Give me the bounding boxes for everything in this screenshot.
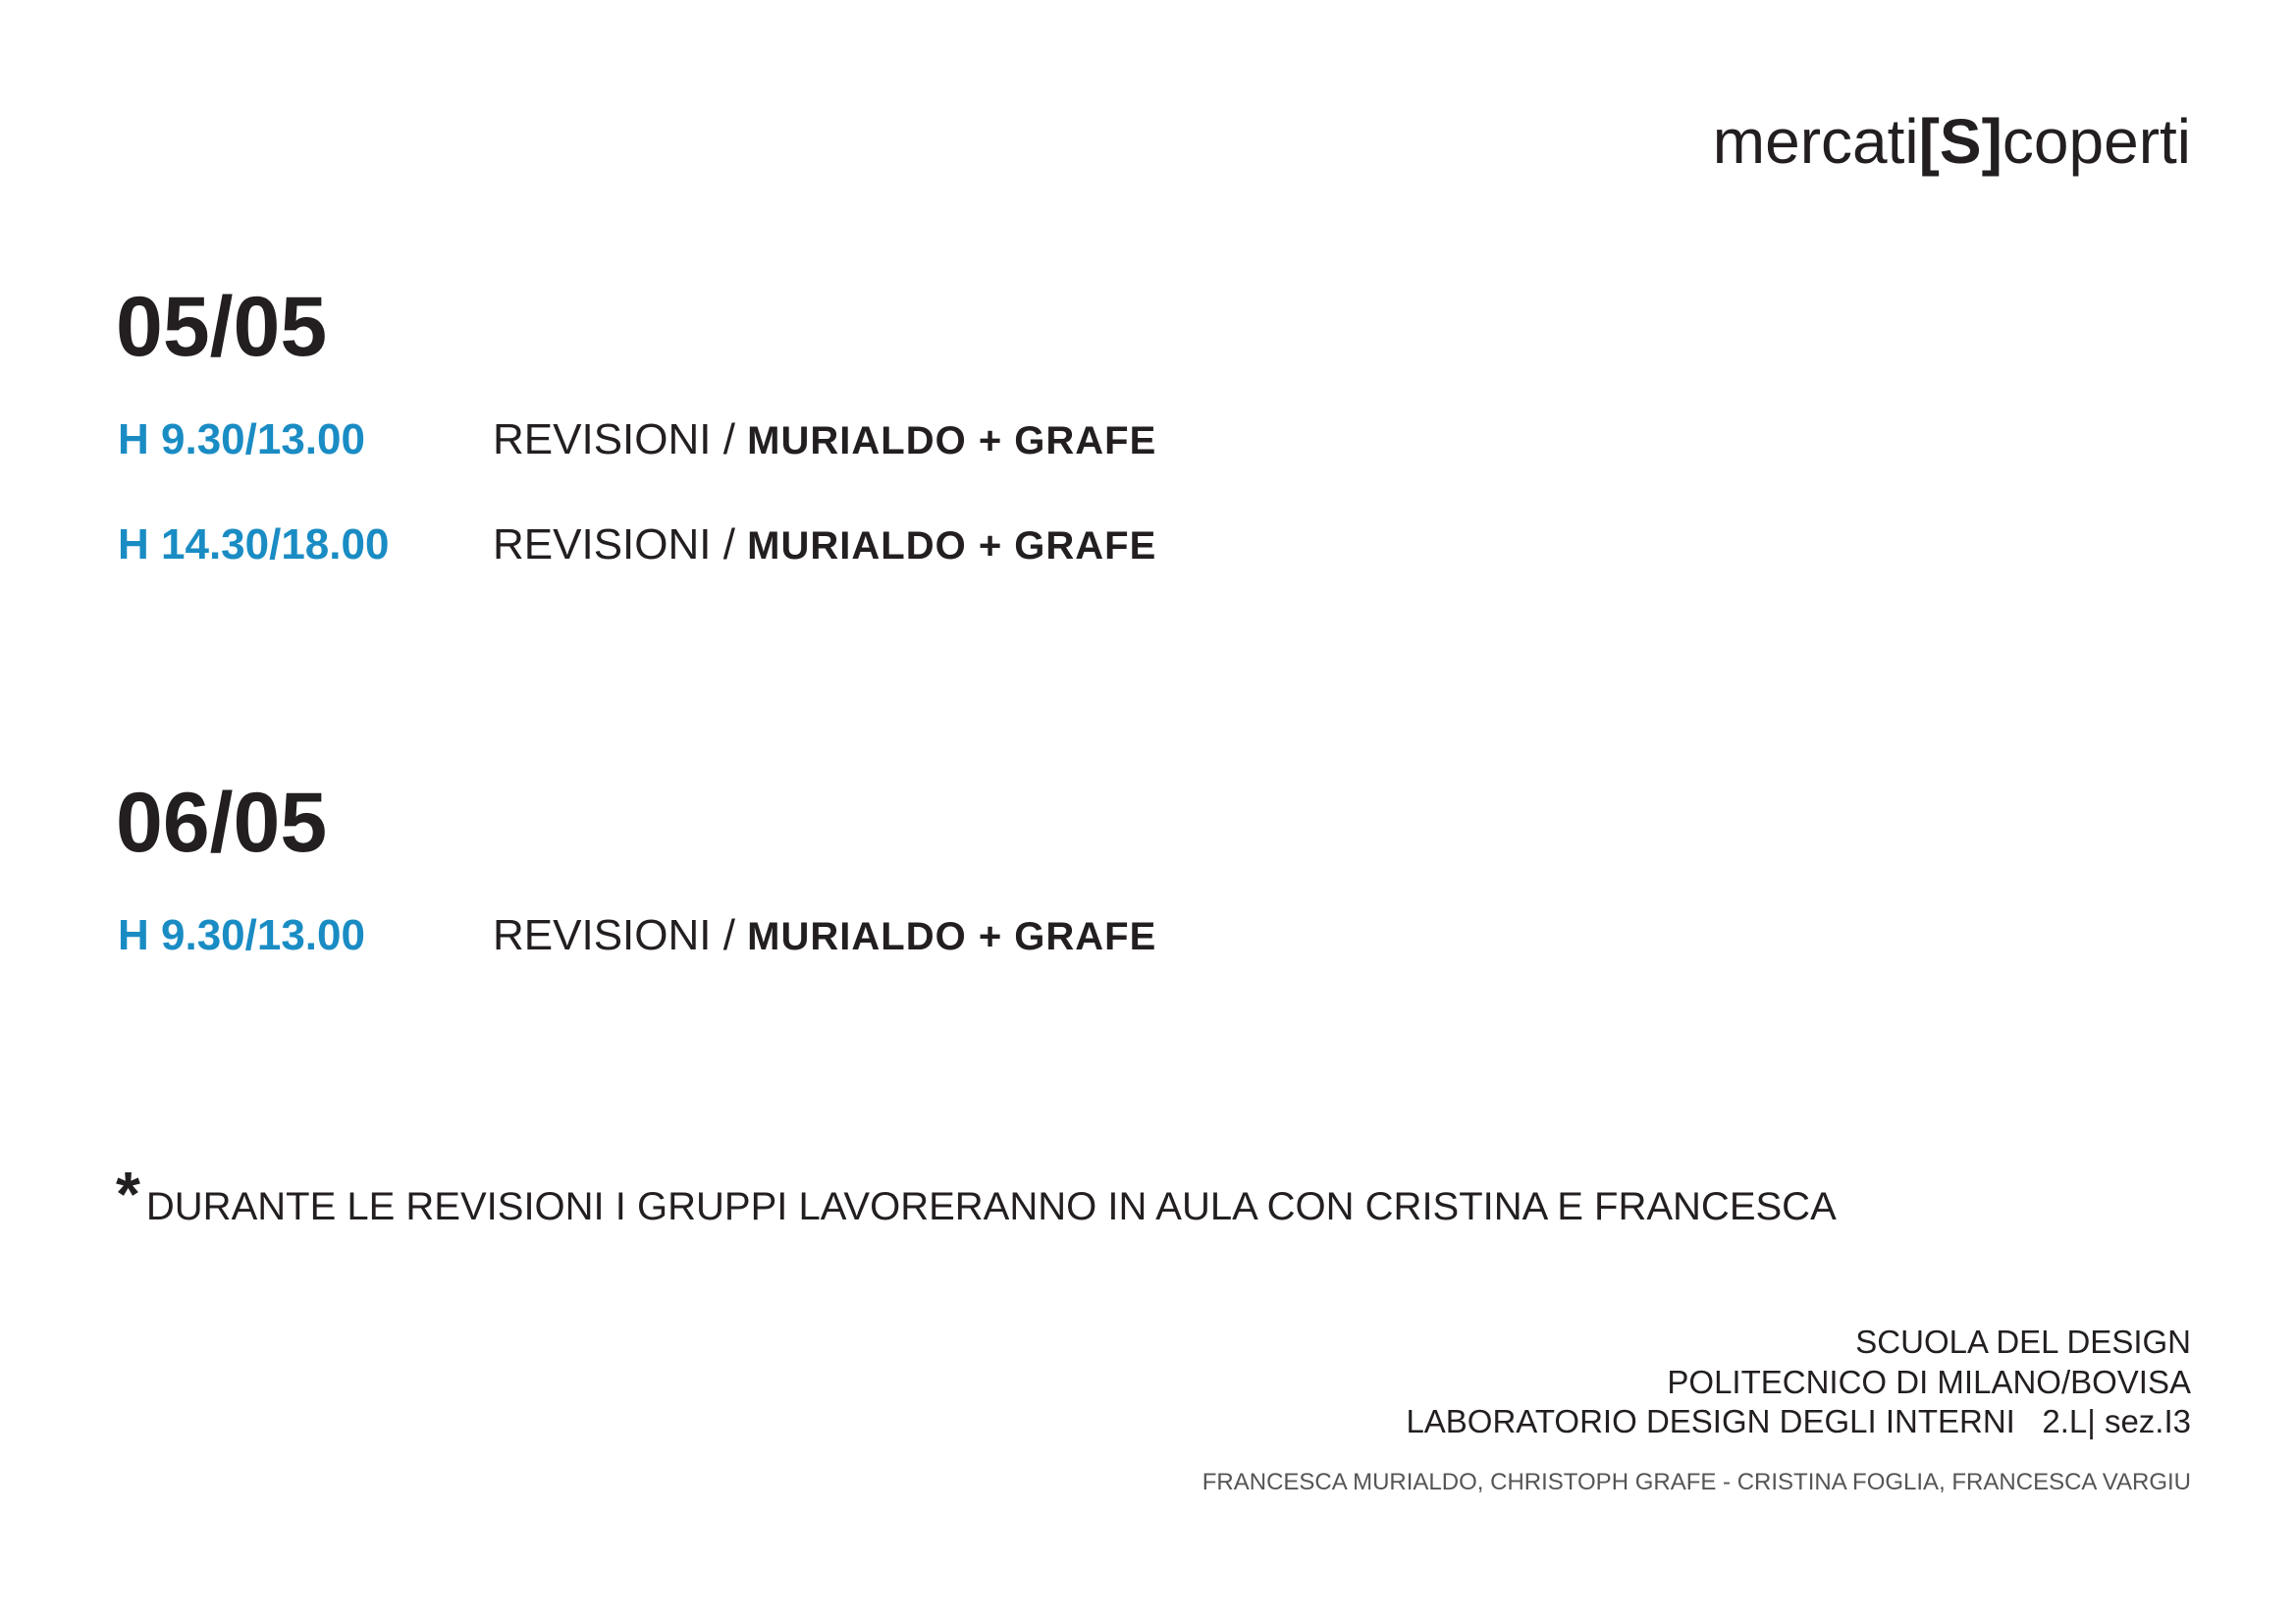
activity-people: MURIALDO + GRAFE [747, 524, 1157, 568]
logo-suffix: coperti [2002, 106, 2191, 177]
activity-people: MURIALDO + GRAFE [747, 915, 1157, 958]
logo-prefix: mercati [1712, 106, 1919, 177]
note: * DURANTE LE REVISIONI I GRUPPI LAVORERAN… [116, 1163, 1837, 1229]
session-activity: REVISIONI / MURIALDO + GRAFE [493, 418, 1156, 461]
activity-label: REVISIONI / [493, 520, 748, 568]
activity-people: MURIALDO + GRAFE [747, 419, 1157, 462]
session-time: H 9.30/13.00 [118, 415, 365, 463]
session-time: H 14.30/18.00 [118, 520, 390, 568]
session-activity: REVISIONI / MURIALDO + GRAFE [493, 523, 1156, 567]
logo-bracket-close: ] [1981, 106, 2002, 177]
footer-credits: FRANCESCA MURIALDO, CHRISTOPH GRAFE - CR… [1201, 1469, 2191, 1495]
activity-label: REVISIONI / [493, 415, 748, 463]
date-heading: 05/05 [116, 280, 328, 374]
logo-bracket-open: [ [1918, 106, 1940, 177]
asterisk-marker: * [116, 1159, 140, 1229]
footer-course: LABORATORIO DESIGN DEGLI INTERNI 2.L| se… [1406, 1403, 2191, 1439]
session-activity: REVISIONI / MURIALDO + GRAFE [493, 914, 1156, 957]
footer-school: SCUOLA DEL DESIGN [1855, 1324, 2191, 1360]
date-heading: 06/05 [116, 776, 328, 870]
footer-university: POLITECNICO DI MILANO/BOVISA [1667, 1364, 2191, 1400]
activity-label: REVISIONI / [493, 911, 748, 959]
logo-highlight: S [1939, 106, 1982, 177]
note-text: DURANTE LE REVISIONI I GRUPPI LAVORERANN… [145, 1185, 1837, 1228]
logo: mercati[S]coperti [1713, 110, 2191, 173]
session-time: H 9.30/13.00 [118, 911, 365, 959]
